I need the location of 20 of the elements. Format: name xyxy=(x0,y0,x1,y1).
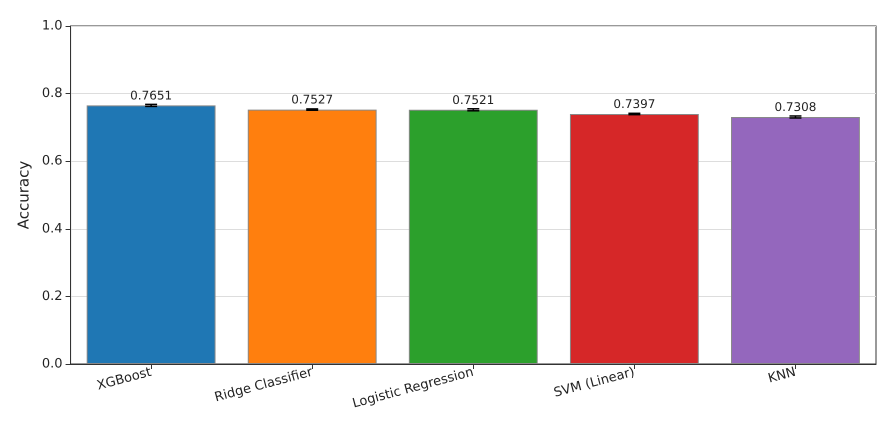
y-tick-label: 0.4 xyxy=(42,221,63,236)
bar xyxy=(86,105,216,364)
bar xyxy=(248,110,377,364)
data-label: 0.7651 xyxy=(130,88,172,102)
y-tick-label: 1.0 xyxy=(42,18,63,34)
bar xyxy=(408,110,538,364)
y-tick-label: 0.8 xyxy=(42,86,63,102)
y-axis-title: Accuracy xyxy=(14,160,32,230)
data-label: 0.7527 xyxy=(291,92,334,107)
x-tick-label: KNN xyxy=(766,364,798,386)
x-tick-label: Ridge Classifier xyxy=(213,364,315,406)
data-label: 0.7397 xyxy=(613,96,656,111)
y-tick-label: 0.2 xyxy=(42,288,63,304)
data-label: 0.7521 xyxy=(452,92,494,107)
bar xyxy=(731,116,860,364)
x-tick-label: XGBoost xyxy=(95,364,154,394)
y-tick-label: 0.0 xyxy=(42,356,63,372)
bar xyxy=(570,114,699,364)
y-tick-label: 0.6 xyxy=(42,154,63,169)
data-label: 0.7308 xyxy=(774,100,816,114)
